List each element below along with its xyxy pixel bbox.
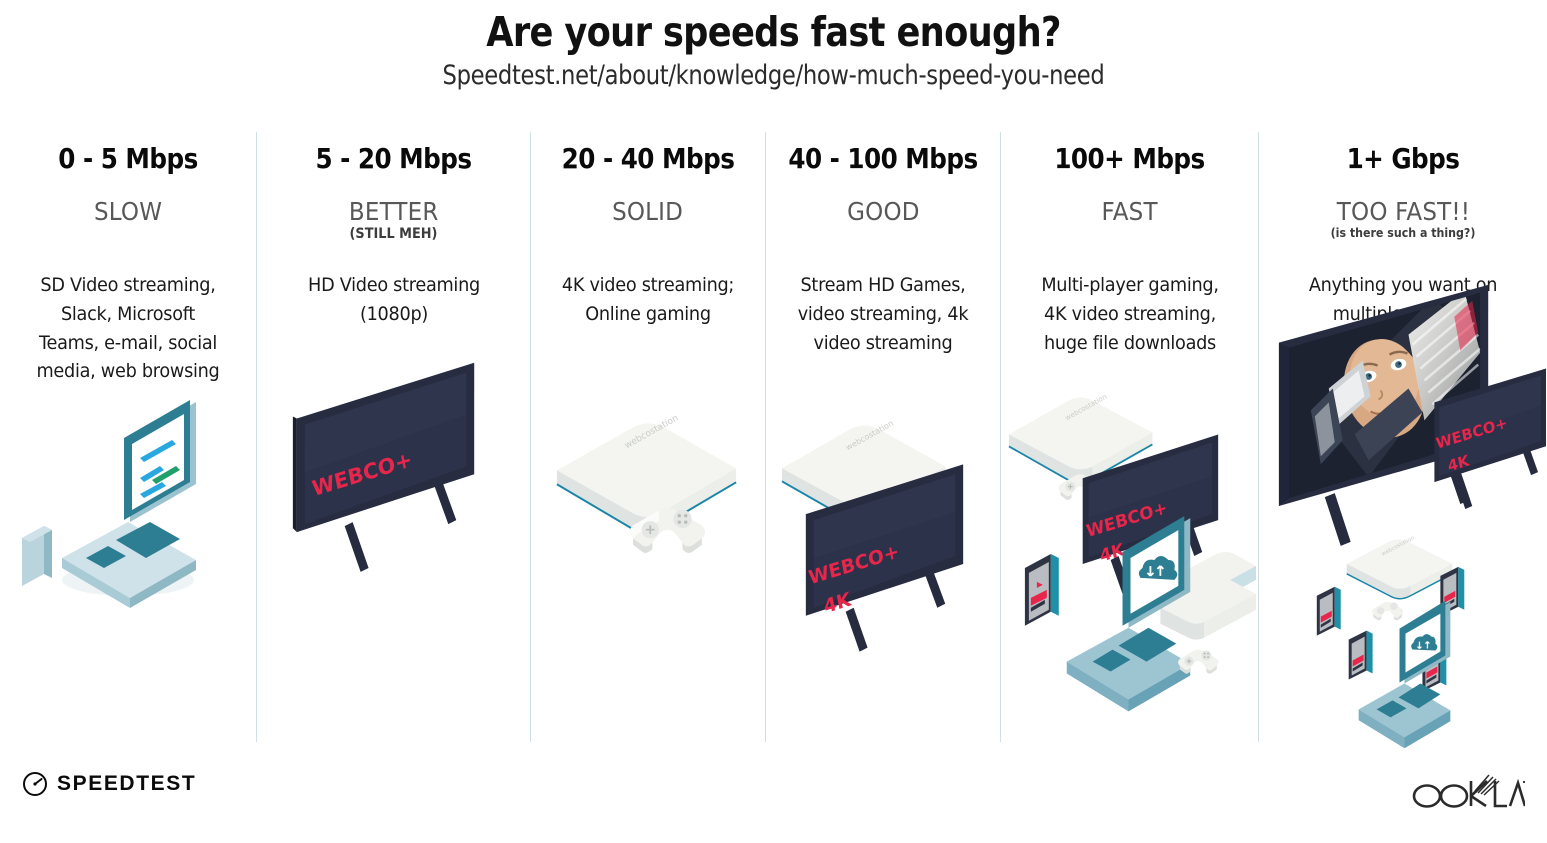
phone-icon: [1316, 586, 1341, 636]
speed-tier-column: 5 - 20 Mbps BETTER (STILL MEH) HD Video …: [256, 132, 530, 742]
illustration-console-gamepad-tv: webcostation: [766, 362, 1000, 742]
usage-description: SD Video streaming, Slack, Microsoft Tea…: [36, 273, 220, 383]
page-title: Are your speeds fast enough?: [486, 8, 1061, 56]
laptop-cloud-icon: [1358, 600, 1451, 749]
rating-block: SOLID: [531, 196, 765, 253]
speed-tier-column: 100+ Mbps FAST Multi-player gaming, 4K v…: [1000, 132, 1258, 742]
rating-sublabel: (is there such a thing?): [1330, 226, 1476, 241]
speed-range-label: 40 - 100 Mbps: [788, 142, 978, 175]
illustration-console-gamepad: webcostation: [531, 362, 765, 742]
rating-label: BETTER: [348, 196, 439, 226]
footer: SPEEDTEST: [0, 753, 1547, 843]
astronaut-image: [1288, 292, 1481, 499]
game-console-icon: webcostation: [1008, 393, 1153, 484]
speedtest-logo: SPEEDTEST: [22, 771, 196, 797]
rating-label: TOO FAST!!: [1336, 196, 1470, 226]
tv-4k-icon: WEBCO+ 4K: [1434, 368, 1547, 510]
gamepad-icon: [629, 508, 706, 553]
cloud-sync-icon: [1411, 634, 1438, 651]
rating-block: FAST: [1001, 196, 1258, 253]
rating-label: SLOW: [93, 196, 163, 226]
game-console-icon: webcostation: [556, 413, 737, 534]
illustration-everything: WEBCO+ 4K webcostation: [1259, 284, 1547, 752]
speed-range-label: 0 - 5 Mbps: [58, 142, 198, 175]
header: Are your speeds fast enough? Speedtest.n…: [0, 0, 1547, 92]
speed-tier-columns: 0 - 5 Mbps SLOW SD Video streaming, Slac…: [0, 132, 1547, 749]
usage-description: 4K video streaming; Online gaming: [561, 273, 735, 325]
speed-tier-column: 1+ Gbps TOO FAST!! (is there such a thin…: [1258, 132, 1547, 749]
speed-tier-column: 20 - 40 Mbps SOLID 4K video streaming; O…: [530, 132, 765, 742]
ookla-logo: [1407, 769, 1527, 818]
tv-astronaut-icon: [1278, 284, 1489, 546]
phone-icon: [22, 526, 52, 586]
gamepad-icon: [1371, 601, 1404, 621]
illustration-laptop-phone: [0, 362, 256, 742]
speed-tier-column: 40 - 100 Mbps GOOD Stream HD Games, vide…: [765, 132, 1000, 742]
ookla-logo-icon: [1412, 774, 1527, 808]
speed-range-label: 1+ Gbps: [1346, 142, 1460, 175]
rating-label: GOOD: [846, 196, 920, 226]
tv-4k-icon: WEBCO+ 4K: [1082, 434, 1219, 594]
speed-tier-column: 0 - 5 Mbps SLOW SD Video streaming, Slac…: [0, 132, 256, 742]
rating-label: FAST: [1101, 196, 1158, 226]
usage-description: HD Video streaming (1080p): [307, 273, 480, 325]
rating-block: TOO FAST!! (is there such a thing?): [1259, 196, 1547, 253]
rating-label: SOLID: [612, 196, 684, 226]
speed-range-label: 100+ Mbps: [1054, 142, 1205, 175]
phone-icon: [1024, 553, 1059, 626]
rating-sublabel: (STILL MEH): [349, 226, 438, 243]
speedometer-icon: [23, 772, 47, 796]
game-console-icon: webcostation: [1346, 535, 1453, 600]
speed-range-label: 5 - 20 Mbps: [315, 142, 472, 175]
rating-block: BETTER (STILL MEH): [257, 196, 530, 253]
illustration-multi-device: webcostation: [1001, 362, 1258, 742]
rating-block: SLOW: [0, 196, 256, 253]
usage-description: Stream HD Games, video streaming, 4k vid…: [797, 273, 969, 354]
laptop-icon: [62, 400, 196, 608]
illustration-tv: WEBCO+: [257, 362, 530, 742]
speedtest-wordmark: SPEEDTEST: [57, 772, 197, 795]
cloud-sync-icon: [1138, 555, 1178, 580]
tv-icon: WEBCO+: [292, 362, 475, 572]
usage-description: Multi-player gaming, 4K video streaming,…: [1040, 273, 1219, 354]
rating-block: GOOD: [766, 196, 1000, 253]
gamepad-icon: [1178, 649, 1219, 674]
speed-range-label: 20 - 40 Mbps: [561, 142, 735, 175]
laptop-cloud-icon: [1066, 516, 1191, 712]
tv-4k-icon: WEBCO+ 4K: [805, 464, 964, 652]
page-subtitle-url: Speedtest.net/about/knowledge/how-much-s…: [442, 60, 1105, 92]
phone-icon: [1348, 630, 1373, 680]
